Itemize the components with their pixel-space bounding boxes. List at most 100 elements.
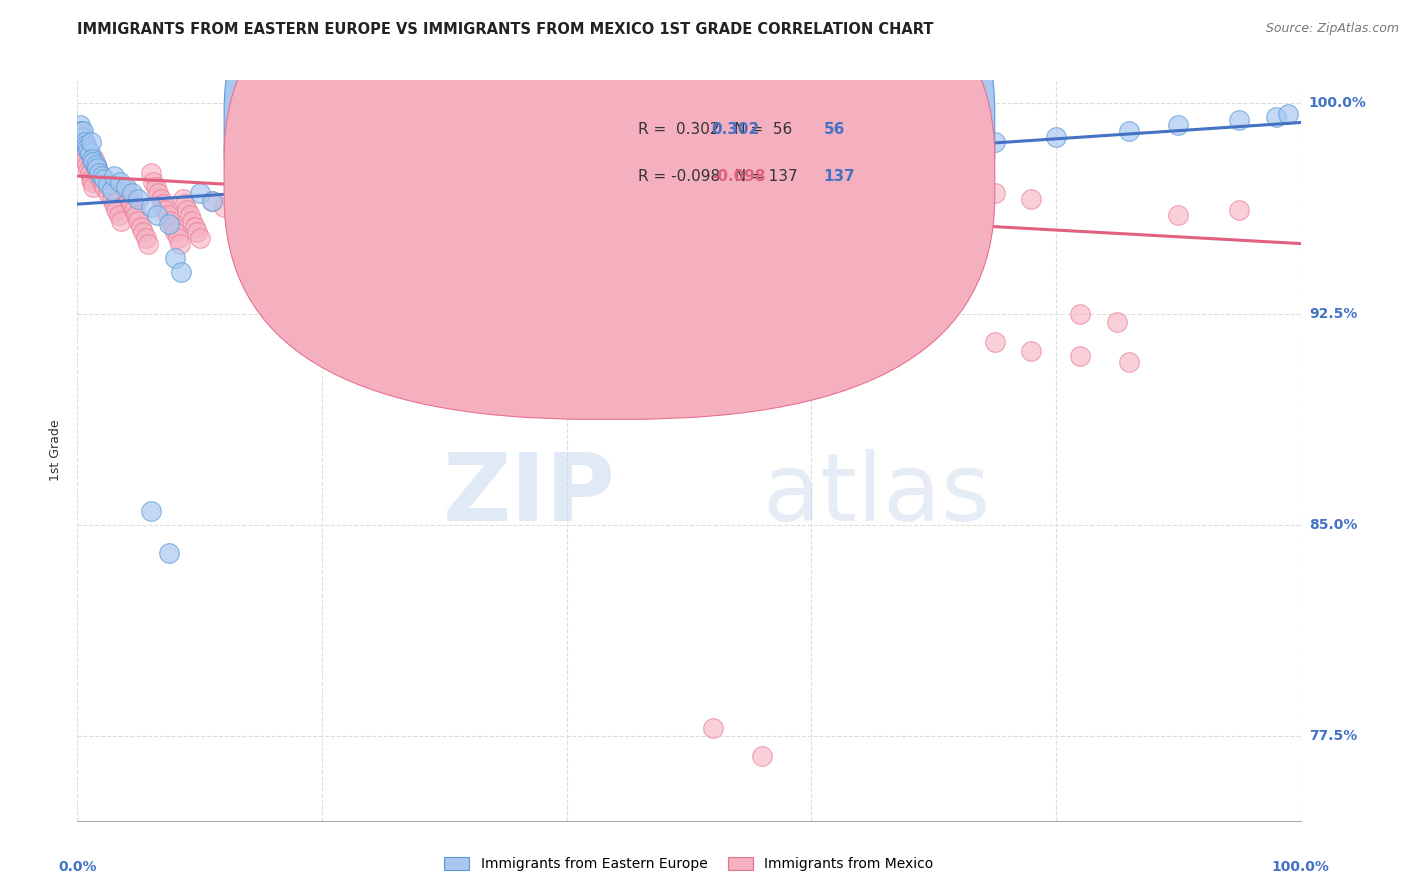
Point [69, 118, 91, 132]
Point [125, 208, 148, 222]
Point [72, 124, 94, 138]
Text: 100.0%: 100.0% [1309, 95, 1367, 110]
Point [110, 214, 132, 228]
Point [396, 169, 419, 183]
Point [628, 228, 651, 243]
Point [751, 214, 773, 228]
Point [70, 124, 93, 138]
Point [592, 152, 614, 166]
Point [118, 192, 141, 206]
Point [898, 205, 921, 219]
Point [73, 135, 96, 149]
Point [287, 146, 309, 161]
Point [139, 504, 162, 518]
Point [84, 158, 107, 172]
Point [80, 135, 103, 149]
Point [1021, 343, 1043, 358]
Point [1265, 110, 1288, 124]
Point [86, 163, 108, 178]
Point [1045, 129, 1067, 144]
Point [157, 217, 180, 231]
Point [1107, 315, 1129, 329]
Point [849, 219, 872, 234]
Point [146, 186, 169, 200]
Point [1277, 107, 1299, 121]
Point [922, 214, 945, 228]
Point [922, 141, 945, 155]
Point [1229, 112, 1251, 127]
Legend: Immigrants from Eastern Europe, Immigrants from Mexico: Immigrants from Eastern Europe, Immigran… [439, 852, 939, 877]
Point [108, 175, 131, 189]
Point [132, 225, 155, 239]
Point [72, 141, 94, 155]
Point [139, 166, 162, 180]
Point [702, 298, 724, 312]
Point [984, 135, 1007, 149]
Point [162, 219, 184, 234]
Point [152, 197, 174, 211]
Point [181, 214, 204, 228]
Point [776, 225, 799, 239]
Point [519, 219, 541, 234]
Point [1167, 208, 1189, 222]
Point [751, 144, 773, 158]
Point [159, 214, 181, 228]
Point [186, 225, 208, 239]
Point [108, 208, 131, 222]
Point [120, 197, 142, 211]
Point [82, 155, 104, 169]
Point [420, 231, 443, 245]
Point [157, 546, 180, 560]
Point [335, 192, 357, 206]
Point [121, 186, 143, 200]
Point [70, 129, 93, 144]
Point [179, 208, 201, 222]
Point [1021, 192, 1043, 206]
Point [165, 251, 187, 265]
Point [1069, 307, 1091, 321]
Point [654, 293, 676, 307]
Point [1118, 124, 1140, 138]
Point [127, 192, 149, 206]
Point [274, 214, 297, 228]
Point [298, 225, 321, 239]
Point [702, 231, 724, 245]
Point [311, 231, 333, 245]
Point [751, 748, 773, 763]
Point [470, 186, 492, 200]
Point [886, 200, 908, 214]
Text: 100.0%: 100.0% [1271, 860, 1330, 873]
Text: 0.0%: 0.0% [58, 860, 97, 873]
Point [371, 208, 394, 222]
Point [1118, 355, 1140, 369]
Text: ZIP: ZIP [443, 449, 616, 541]
Point [984, 186, 1007, 200]
Point [89, 166, 111, 180]
Point [112, 180, 135, 194]
Point [396, 219, 419, 234]
Point [702, 721, 724, 735]
Point [800, 236, 823, 251]
Point [740, 208, 762, 222]
Point [93, 180, 115, 194]
Point [555, 194, 578, 209]
Point [579, 205, 602, 219]
Point [873, 135, 896, 149]
Text: 85.0%: 85.0% [1309, 518, 1357, 532]
Point [384, 214, 406, 228]
Point [446, 180, 468, 194]
Point [184, 219, 207, 234]
Point [103, 169, 125, 183]
Point [80, 152, 103, 166]
Point [776, 321, 799, 335]
Point [470, 197, 492, 211]
Point [142, 175, 165, 189]
Point [135, 231, 157, 245]
FancyBboxPatch shape [579, 103, 921, 206]
Point [149, 192, 172, 206]
Point [678, 219, 700, 234]
Point [70, 138, 93, 153]
Point [188, 186, 211, 200]
Text: 137: 137 [824, 169, 855, 184]
Point [115, 180, 138, 194]
